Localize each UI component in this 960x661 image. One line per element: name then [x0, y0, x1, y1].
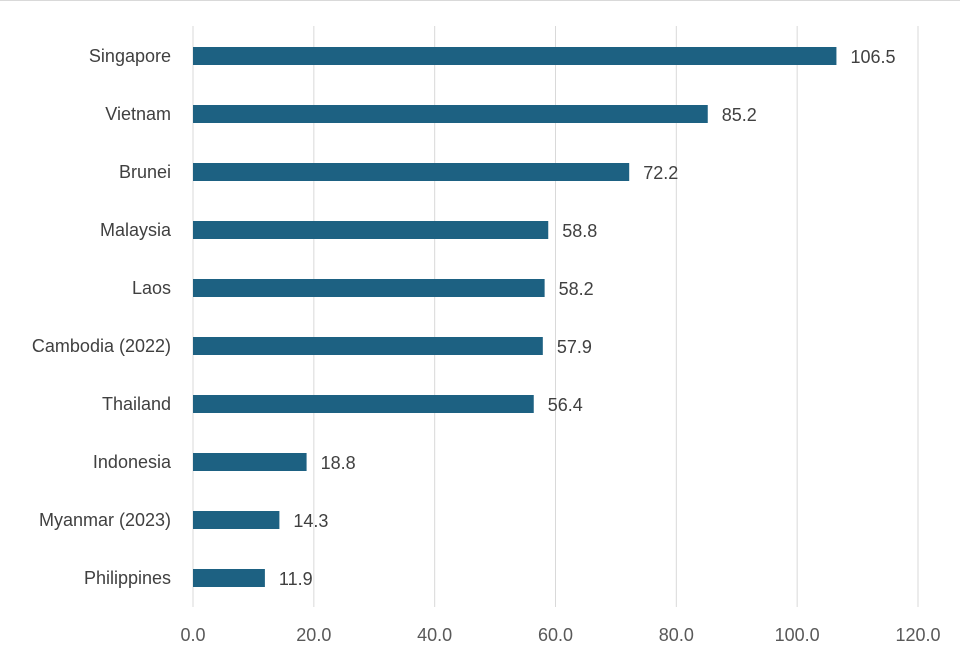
bar	[193, 105, 708, 123]
x-tick-label: 100.0	[775, 625, 820, 645]
data-label: 85.2	[722, 105, 757, 125]
category-label: Indonesia	[93, 452, 172, 472]
data-labels: 106.5 85.2 72.2 58.8 58.2 57.9 56.4 18.8 14.3 11.…	[279, 47, 896, 589]
data-label: 11.9	[279, 569, 313, 589]
data-label: 57.9	[557, 337, 592, 357]
category-label: Laos	[132, 278, 171, 298]
x-tick-label: 120.0	[895, 625, 940, 645]
bar	[193, 453, 307, 471]
data-label: 72.2	[643, 163, 678, 183]
category-label: Cambodia (2022)	[32, 336, 171, 356]
bar	[193, 395, 534, 413]
category-label: Philippines	[84, 568, 171, 588]
data-label: 58.8	[562, 221, 597, 241]
bar	[193, 569, 265, 587]
bar	[193, 279, 545, 297]
category-label: Thailand	[102, 394, 171, 414]
data-label: 18.8	[321, 453, 356, 473]
category-label: Malaysia	[100, 220, 172, 240]
x-tick-label: 0.0	[180, 625, 205, 645]
bar	[193, 221, 549, 239]
x-axis-ticks: 0.0 20.0 40.0 60.0 80.0 100.0 120.0	[180, 625, 940, 645]
x-tick-label: 80.0	[659, 625, 694, 645]
bar	[193, 337, 543, 355]
bar	[193, 47, 837, 65]
data-label: 106.5	[850, 47, 895, 67]
category-label: Singapore	[89, 46, 171, 66]
category-labels: Singapore Vietnam Brunei Malaysia Laos Cambod…	[32, 46, 172, 588]
x-tick-label: 60.0	[538, 625, 573, 645]
x-tick-label: 20.0	[296, 625, 331, 645]
x-tick-label: 40.0	[417, 625, 452, 645]
bars	[193, 47, 837, 587]
bar	[193, 511, 280, 529]
data-label: 14.3	[293, 511, 328, 531]
category-label: Vietnam	[105, 104, 171, 124]
bar	[193, 163, 630, 181]
data-label: 58.2	[559, 279, 594, 299]
category-label: Brunei	[119, 162, 171, 182]
category-label: Myanmar (2023)	[39, 510, 171, 530]
data-label: 56.4	[548, 395, 583, 415]
